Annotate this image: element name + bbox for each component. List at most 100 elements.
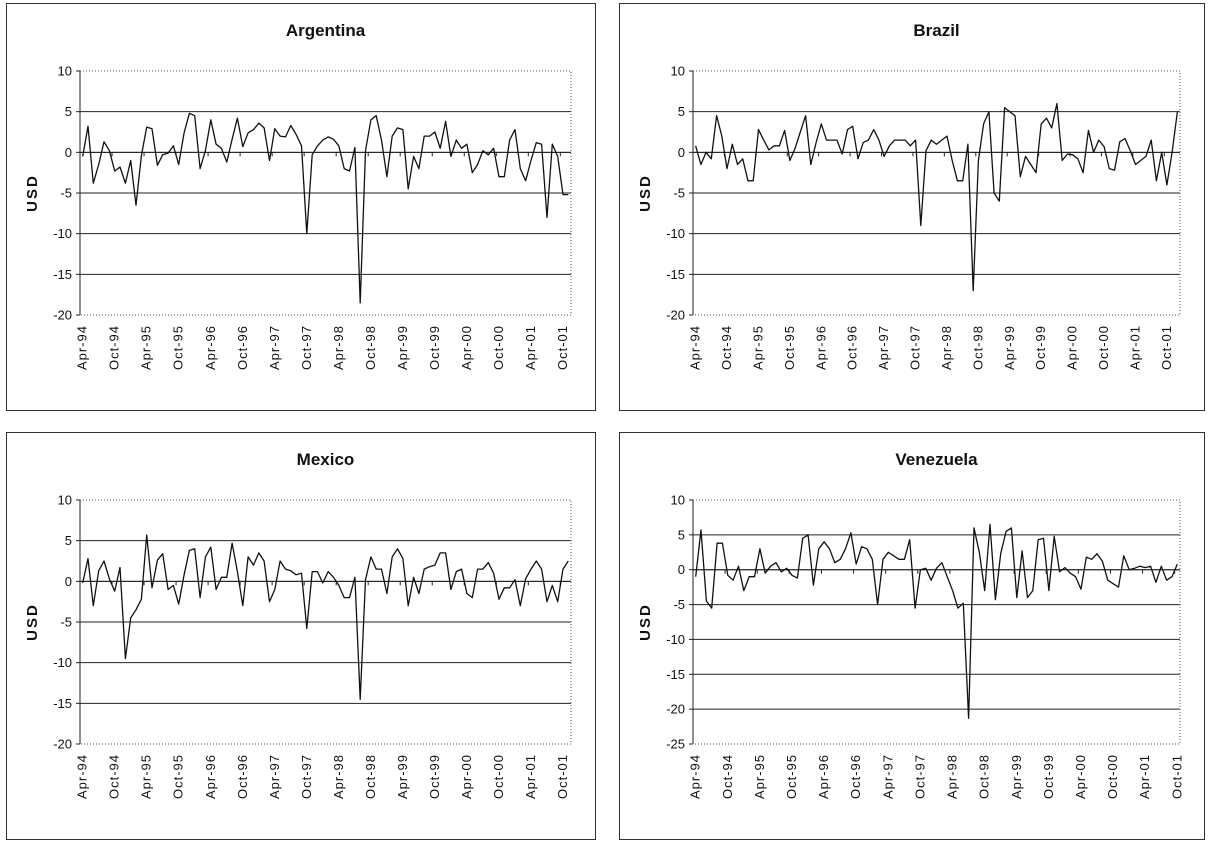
x-tick-label: Apr-94 bbox=[75, 754, 90, 799]
y-axis-label: USD bbox=[24, 603, 41, 641]
x-tick-label: Apr-01 bbox=[1127, 325, 1142, 370]
x-tick-label: Oct-00 bbox=[1105, 754, 1120, 799]
y-axis-label: USD bbox=[637, 174, 654, 212]
x-tick-label: Apr-98 bbox=[331, 325, 346, 370]
x-tick-label: Oct-01 bbox=[555, 754, 570, 799]
y-tick-label: -5 bbox=[60, 615, 72, 630]
y-tick-label: -5 bbox=[673, 597, 685, 612]
y-tick-label: 0 bbox=[65, 145, 72, 160]
x-tick-label: Oct-96 bbox=[235, 754, 250, 799]
y-tick-label: -15 bbox=[53, 696, 72, 711]
x-tick-label: Apr-96 bbox=[816, 754, 831, 799]
x-tick-label: Oct-97 bbox=[908, 325, 923, 370]
y-tick-label: 0 bbox=[678, 145, 685, 160]
y-tick-label: -5 bbox=[673, 186, 685, 201]
series-line bbox=[695, 523, 1178, 719]
y-tick-label: 5 bbox=[678, 104, 685, 119]
y-tick-label: -10 bbox=[666, 226, 685, 241]
chart-panel-venezuela: Venezuela USD 10 5 0 -5 -10 -15 -20 -25 Apr-94 Oct-… bbox=[619, 432, 1205, 840]
x-tick-label: Apr-00 bbox=[459, 754, 474, 799]
series-line bbox=[694, 102, 1179, 292]
x-tick-label: Oct-95 bbox=[171, 754, 186, 799]
x-tick-label: Oct-00 bbox=[491, 754, 506, 799]
chart-title: Mexico bbox=[297, 450, 355, 469]
y-tick-label: -10 bbox=[53, 655, 72, 670]
x-tick-label: Oct-99 bbox=[1033, 325, 1048, 370]
x-tick-label: Oct-98 bbox=[363, 754, 378, 799]
x-tick-label: Oct-94 bbox=[720, 754, 735, 799]
x-tick-label: Apr-99 bbox=[1009, 754, 1024, 799]
x-tick-label: Apr-98 bbox=[331, 754, 346, 799]
y-tick-label: 5 bbox=[65, 104, 72, 119]
x-tick-label: Oct-01 bbox=[555, 325, 570, 370]
y-tick-label: -15 bbox=[666, 267, 685, 282]
x-tick-label: Apr-01 bbox=[523, 754, 538, 799]
series-line bbox=[82, 112, 569, 304]
x-tick-label: Oct-97 bbox=[912, 754, 927, 799]
y-tick-label: -20 bbox=[666, 702, 685, 717]
y-tick-label: 0 bbox=[65, 574, 72, 589]
x-tick-label: Oct-95 bbox=[784, 754, 799, 799]
y-tick-label: -20 bbox=[53, 737, 72, 752]
x-tick-label: Apr-00 bbox=[1065, 325, 1080, 370]
x-tick-label: Apr-94 bbox=[688, 325, 703, 370]
x-tick-label: Oct-98 bbox=[977, 754, 992, 799]
x-tick-label: Apr-96 bbox=[203, 754, 218, 799]
x-tick-label: Oct-96 bbox=[848, 754, 863, 799]
x-tick-label: Apr-01 bbox=[523, 325, 538, 370]
x-tick-label: Oct-96 bbox=[845, 325, 860, 370]
x-tick-label: Oct-00 bbox=[1096, 325, 1111, 370]
x-tick-label: Apr-97 bbox=[267, 325, 282, 370]
x-tick-label: Oct-94 bbox=[107, 325, 122, 370]
x-tick-label: Apr-00 bbox=[1073, 754, 1088, 799]
y-tick-label: -15 bbox=[666, 667, 685, 682]
x-tick-label: Oct-01 bbox=[1169, 754, 1184, 799]
x-tick-label: Oct-94 bbox=[107, 754, 122, 799]
x-tick-label: Apr-97 bbox=[267, 754, 282, 799]
chart-panel-mexico: Mexico USD 10 5 0 -5 -10 -15 -20 Apr-94 Oct-94 Apr-… bbox=[6, 432, 596, 840]
x-tick-label: Apr-97 bbox=[876, 325, 891, 370]
chart-panel-argentina: Argentina USD 10 5 0 -5 -10 -15 -20 Apr-94 Oct-94 A… bbox=[6, 3, 596, 411]
x-tick-label: Apr-98 bbox=[939, 325, 954, 370]
x-tick-label: Apr-99 bbox=[395, 325, 410, 370]
x-tick-label: Oct-94 bbox=[719, 325, 734, 370]
y-tick-label: 10 bbox=[58, 64, 72, 79]
x-tick-label: Oct-00 bbox=[491, 325, 506, 370]
y-tick-label: 10 bbox=[671, 64, 685, 79]
x-tick-label: Apr-96 bbox=[813, 325, 828, 370]
x-tick-label: Oct-97 bbox=[299, 325, 314, 370]
y-tick-label: 0 bbox=[678, 562, 685, 577]
chart-title: Venezuela bbox=[895, 450, 978, 469]
y-tick-label: 10 bbox=[671, 493, 685, 508]
x-tick-label: Apr-94 bbox=[75, 325, 90, 370]
chart-title: Brazil bbox=[913, 21, 959, 40]
x-tick-label: Apr-94 bbox=[688, 754, 703, 799]
x-tick-label: Apr-97 bbox=[880, 754, 895, 799]
y-tick-label: 5 bbox=[678, 527, 685, 542]
y-tick-label: 5 bbox=[65, 533, 72, 548]
y-axis-label: USD bbox=[24, 174, 41, 212]
chart-panel-brazil: Brazil USD 10 5 0 -5 -10 -15 -20 Apr-94 Oct-94 Apr-… bbox=[619, 3, 1205, 411]
x-tick-label: Oct-95 bbox=[782, 325, 797, 370]
y-tick-label: -10 bbox=[53, 226, 72, 241]
x-tick-label: Apr-01 bbox=[1137, 754, 1152, 799]
x-tick-label: Apr-95 bbox=[752, 754, 767, 799]
y-tick-label: -5 bbox=[60, 186, 72, 201]
y-tick-label: -15 bbox=[53, 267, 72, 282]
x-tick-label: Apr-98 bbox=[945, 754, 960, 799]
x-tick-label: Oct-98 bbox=[363, 325, 378, 370]
y-tick-label: -20 bbox=[53, 308, 72, 323]
x-tick-label: Oct-97 bbox=[299, 754, 314, 799]
chart-title: Argentina bbox=[286, 21, 366, 40]
x-tick-label: Apr-99 bbox=[1002, 325, 1017, 370]
x-tick-label: Apr-95 bbox=[750, 325, 765, 370]
x-tick-label: Apr-00 bbox=[459, 325, 474, 370]
x-tick-label: Oct-98 bbox=[970, 325, 985, 370]
y-tick-label: -25 bbox=[666, 737, 685, 752]
x-tick-label: Oct-96 bbox=[235, 325, 250, 370]
y-tick-label: -20 bbox=[666, 308, 685, 323]
x-tick-label: Oct-95 bbox=[171, 325, 186, 370]
